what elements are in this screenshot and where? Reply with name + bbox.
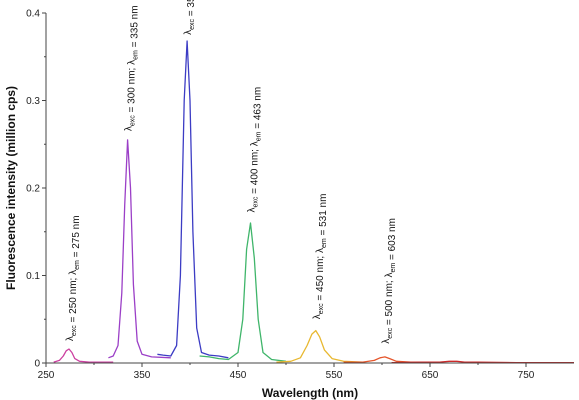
y-axis-title: Fluorescence intensity (million cps) — [4, 86, 18, 290]
peak-annotation-6: λexc = 500 nm; λem = 603 nm — [381, 218, 398, 344]
series-line-7 — [391, 360, 574, 364]
y-tick-label: 0.3 — [26, 96, 40, 107]
x-tick-label: 550 — [326, 370, 343, 381]
peak-annotation-2: λexc = 300 nm; λem = 335 nm — [124, 5, 141, 131]
x-tick-label: 350 — [134, 370, 151, 381]
peak-annotation-4: λexc = 400 nm; λem = 463 nm — [246, 87, 263, 213]
plot-series-group — [53, 40, 574, 364]
x-tick-label: 650 — [422, 370, 439, 381]
x-tick-label: 450 — [230, 370, 247, 381]
axes-group: 250 350 450 550 650 750 0 0.1 0.2 0.3 0.4 — [26, 9, 574, 381]
y-tick-label: 0.1 — [26, 271, 40, 282]
series-line-1 — [53, 348, 114, 363]
peak-annotation-3: λexc = 350 nm; λem = 397 nm — [183, 0, 200, 35]
y-tick-label: 0.4 — [26, 9, 40, 20]
x-tick-label: 250 — [38, 370, 55, 381]
peak-annotation-1: λexc = 250 nm; λem = 275 nm — [65, 215, 82, 341]
peak-annotation-5: λexc = 450 nm; λem = 531 nm — [312, 194, 329, 320]
y-tick-label: 0 — [34, 359, 40, 370]
series-line-4 — [199, 222, 287, 362]
series-line-5 — [276, 329, 363, 363]
x-axis-title: Wavelength (nm) — [262, 386, 358, 400]
y-tick-label: 0.2 — [26, 184, 40, 195]
series-line-3 — [157, 40, 229, 359]
annotations-group: λexc = 250 nm; λem = 275 nm λexc = 300 nm… — [65, 0, 398, 344]
series-line-2 — [108, 139, 171, 359]
x-tick-label: 750 — [518, 370, 535, 381]
